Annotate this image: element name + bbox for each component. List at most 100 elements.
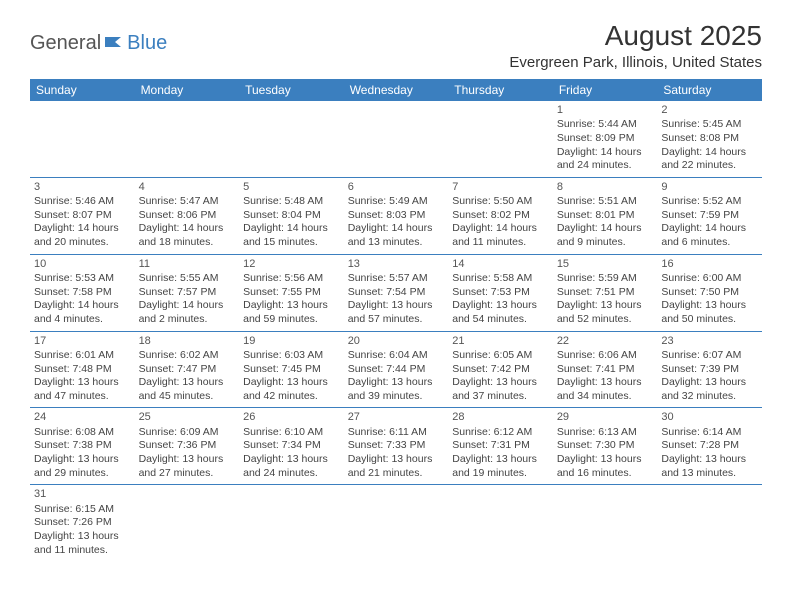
calendar-day: 6Sunrise: 5:49 AMSunset: 8:03 PMDaylight… (344, 177, 449, 254)
sunset-line: Sunset: 7:44 PM (348, 363, 445, 377)
day-number: 28 (452, 410, 549, 424)
day-header-row: SundayMondayTuesdayWednesdayThursdayFrid… (30, 79, 762, 101)
sunset-line: Sunset: 7:45 PM (243, 363, 340, 377)
sunrise-line: Sunrise: 5:53 AM (34, 272, 131, 286)
daylight-line: Daylight: 13 hours and 39 minutes. (348, 376, 445, 403)
sunset-line: Sunset: 7:28 PM (661, 439, 758, 453)
calendar-day: 10Sunrise: 5:53 AMSunset: 7:58 PMDayligh… (30, 254, 135, 331)
logo-flag-icon (105, 32, 125, 55)
day-header: Monday (135, 79, 240, 101)
sunrise-line: Sunrise: 6:13 AM (557, 426, 654, 440)
sunset-line: Sunset: 7:53 PM (452, 286, 549, 300)
sunrise-line: Sunrise: 6:08 AM (34, 426, 131, 440)
daylight-line: Daylight: 13 hours and 27 minutes. (139, 453, 236, 480)
calendar-day: 8Sunrise: 5:51 AMSunset: 8:01 PMDaylight… (553, 177, 658, 254)
month-title: August 2025 (509, 20, 762, 52)
day-number: 13 (348, 257, 445, 271)
day-number: 7 (452, 180, 549, 194)
sunrise-line: Sunrise: 5:52 AM (661, 195, 758, 209)
daylight-line: Daylight: 14 hours and 22 minutes. (661, 146, 758, 173)
day-number: 22 (557, 334, 654, 348)
sunrise-line: Sunrise: 5:58 AM (452, 272, 549, 286)
sunset-line: Sunset: 7:38 PM (34, 439, 131, 453)
sunrise-line: Sunrise: 5:46 AM (34, 195, 131, 209)
day-number: 10 (34, 257, 131, 271)
calendar-row: 17Sunrise: 6:01 AMSunset: 7:48 PMDayligh… (30, 331, 762, 408)
sunset-line: Sunset: 8:04 PM (243, 209, 340, 223)
calendar-day: 11Sunrise: 5:55 AMSunset: 7:57 PMDayligh… (135, 254, 240, 331)
calendar-day: 3Sunrise: 5:46 AMSunset: 8:07 PMDaylight… (30, 177, 135, 254)
calendar-empty (239, 101, 344, 177)
sunrise-line: Sunrise: 6:10 AM (243, 426, 340, 440)
sunrise-line: Sunrise: 5:45 AM (661, 118, 758, 132)
calendar-empty (135, 485, 240, 561)
day-number: 31 (34, 487, 131, 501)
location: Evergreen Park, Illinois, United States (509, 54, 762, 71)
sunset-line: Sunset: 7:47 PM (139, 363, 236, 377)
day-number: 14 (452, 257, 549, 271)
daylight-line: Daylight: 14 hours and 24 minutes. (557, 146, 654, 173)
sunrise-line: Sunrise: 6:02 AM (139, 349, 236, 363)
daylight-line: Daylight: 14 hours and 6 minutes. (661, 222, 758, 249)
sunrise-line: Sunrise: 5:48 AM (243, 195, 340, 209)
daylight-line: Daylight: 13 hours and 50 minutes. (661, 299, 758, 326)
sunset-line: Sunset: 7:26 PM (34, 516, 131, 530)
calendar-day: 31Sunrise: 6:15 AMSunset: 7:26 PMDayligh… (30, 485, 135, 561)
logo: General Blue (30, 32, 167, 55)
sunrise-line: Sunrise: 5:49 AM (348, 195, 445, 209)
daylight-line: Daylight: 13 hours and 59 minutes. (243, 299, 340, 326)
calendar-row: 10Sunrise: 5:53 AMSunset: 7:58 PMDayligh… (30, 254, 762, 331)
calendar-day: 12Sunrise: 5:56 AMSunset: 7:55 PMDayligh… (239, 254, 344, 331)
daylight-line: Daylight: 13 hours and 29 minutes. (34, 453, 131, 480)
calendar-day: 28Sunrise: 6:12 AMSunset: 7:31 PMDayligh… (448, 408, 553, 485)
calendar-body: 1Sunrise: 5:44 AMSunset: 8:09 PMDaylight… (30, 101, 762, 561)
calendar-row: 3Sunrise: 5:46 AMSunset: 8:07 PMDaylight… (30, 177, 762, 254)
daylight-line: Daylight: 14 hours and 11 minutes. (452, 222, 549, 249)
sunrise-line: Sunrise: 6:11 AM (348, 426, 445, 440)
daylight-line: Daylight: 13 hours and 42 minutes. (243, 376, 340, 403)
sunrise-line: Sunrise: 6:00 AM (661, 272, 758, 286)
daylight-line: Daylight: 13 hours and 11 minutes. (34, 530, 131, 557)
day-header: Friday (553, 79, 658, 101)
day-number: 16 (661, 257, 758, 271)
daylight-line: Daylight: 13 hours and 34 minutes. (557, 376, 654, 403)
day-number: 24 (34, 410, 131, 424)
daylight-line: Daylight: 13 hours and 19 minutes. (452, 453, 549, 480)
calendar-day: 17Sunrise: 6:01 AMSunset: 7:48 PMDayligh… (30, 331, 135, 408)
day-header: Tuesday (239, 79, 344, 101)
sunrise-line: Sunrise: 6:01 AM (34, 349, 131, 363)
calendar-day: 21Sunrise: 6:05 AMSunset: 7:42 PMDayligh… (448, 331, 553, 408)
calendar-day: 25Sunrise: 6:09 AMSunset: 7:36 PMDayligh… (135, 408, 240, 485)
day-number: 8 (557, 180, 654, 194)
sunset-line: Sunset: 7:51 PM (557, 286, 654, 300)
calendar-day: 1Sunrise: 5:44 AMSunset: 8:09 PMDaylight… (553, 101, 658, 177)
sunset-line: Sunset: 7:55 PM (243, 286, 340, 300)
sunrise-line: Sunrise: 5:51 AM (557, 195, 654, 209)
day-number: 9 (661, 180, 758, 194)
sunrise-line: Sunrise: 5:47 AM (139, 195, 236, 209)
calendar-day: 22Sunrise: 6:06 AMSunset: 7:41 PMDayligh… (553, 331, 658, 408)
sunrise-line: Sunrise: 6:03 AM (243, 349, 340, 363)
daylight-line: Daylight: 14 hours and 4 minutes. (34, 299, 131, 326)
calendar-row: 1Sunrise: 5:44 AMSunset: 8:09 PMDaylight… (30, 101, 762, 177)
sunset-line: Sunset: 7:50 PM (661, 286, 758, 300)
sunrise-line: Sunrise: 6:05 AM (452, 349, 549, 363)
calendar-day: 15Sunrise: 5:59 AMSunset: 7:51 PMDayligh… (553, 254, 658, 331)
daylight-line: Daylight: 13 hours and 13 minutes. (661, 453, 758, 480)
sunrise-line: Sunrise: 6:07 AM (661, 349, 758, 363)
day-number: 11 (139, 257, 236, 271)
day-number: 12 (243, 257, 340, 271)
sunset-line: Sunset: 7:39 PM (661, 363, 758, 377)
daylight-line: Daylight: 14 hours and 15 minutes. (243, 222, 340, 249)
sunset-line: Sunset: 7:42 PM (452, 363, 549, 377)
sunset-line: Sunset: 7:36 PM (139, 439, 236, 453)
day-number: 23 (661, 334, 758, 348)
sunset-line: Sunset: 8:08 PM (661, 132, 758, 146)
sunset-line: Sunset: 7:57 PM (139, 286, 236, 300)
sunrise-line: Sunrise: 5:55 AM (139, 272, 236, 286)
daylight-line: Daylight: 13 hours and 47 minutes. (34, 376, 131, 403)
day-header: Sunday (30, 79, 135, 101)
calendar-day: 20Sunrise: 6:04 AMSunset: 7:44 PMDayligh… (344, 331, 449, 408)
calendar-row: 31Sunrise: 6:15 AMSunset: 7:26 PMDayligh… (30, 485, 762, 561)
sunset-line: Sunset: 7:34 PM (243, 439, 340, 453)
